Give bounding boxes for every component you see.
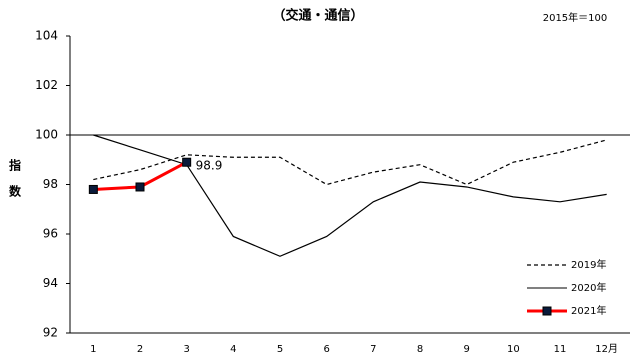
x-tick-label: 2 — [137, 344, 143, 355]
legend-label: 2019年 — [571, 258, 606, 271]
y-tick-label: 94 — [43, 276, 58, 290]
chart-title: （交通・通信） — [272, 8, 363, 24]
legend-marker — [542, 306, 552, 316]
x-tick-label: 8 — [417, 344, 423, 355]
y-tick-label: 98 — [43, 177, 58, 191]
marker — [135, 182, 145, 192]
x-tick-label: 7 — [370, 344, 376, 355]
y-tick-label: 96 — [43, 227, 58, 241]
y-tick-label: 102 — [35, 78, 58, 92]
y-axis-label: 指数 — [8, 158, 22, 211]
data-label: 98.9 — [196, 159, 223, 173]
note: 2015年＝100 — [543, 11, 608, 24]
x-tick-label: 5 — [277, 344, 283, 355]
series-line — [93, 139, 607, 186]
x-tick-label: 12月 — [595, 343, 618, 355]
marker — [88, 184, 98, 194]
x-tick-label: 6 — [323, 344, 329, 355]
x-tick-label: 4 — [230, 344, 236, 355]
x-tick-label: 3 — [183, 344, 189, 355]
y-tick-label: 92 — [43, 326, 58, 340]
legend-label: 2021年 — [571, 304, 606, 317]
legend-label: 2020年 — [571, 281, 606, 294]
y-tick-label: 104 — [35, 29, 58, 43]
series-line — [93, 134, 607, 257]
x-tick-label: 9 — [463, 344, 469, 355]
y-tick-label: 100 — [35, 128, 58, 142]
x-tick-label: 1 — [90, 344, 96, 355]
marker — [182, 157, 192, 167]
x-tick-label: 10 — [507, 344, 520, 355]
x-tick-label: 11 — [554, 344, 567, 355]
